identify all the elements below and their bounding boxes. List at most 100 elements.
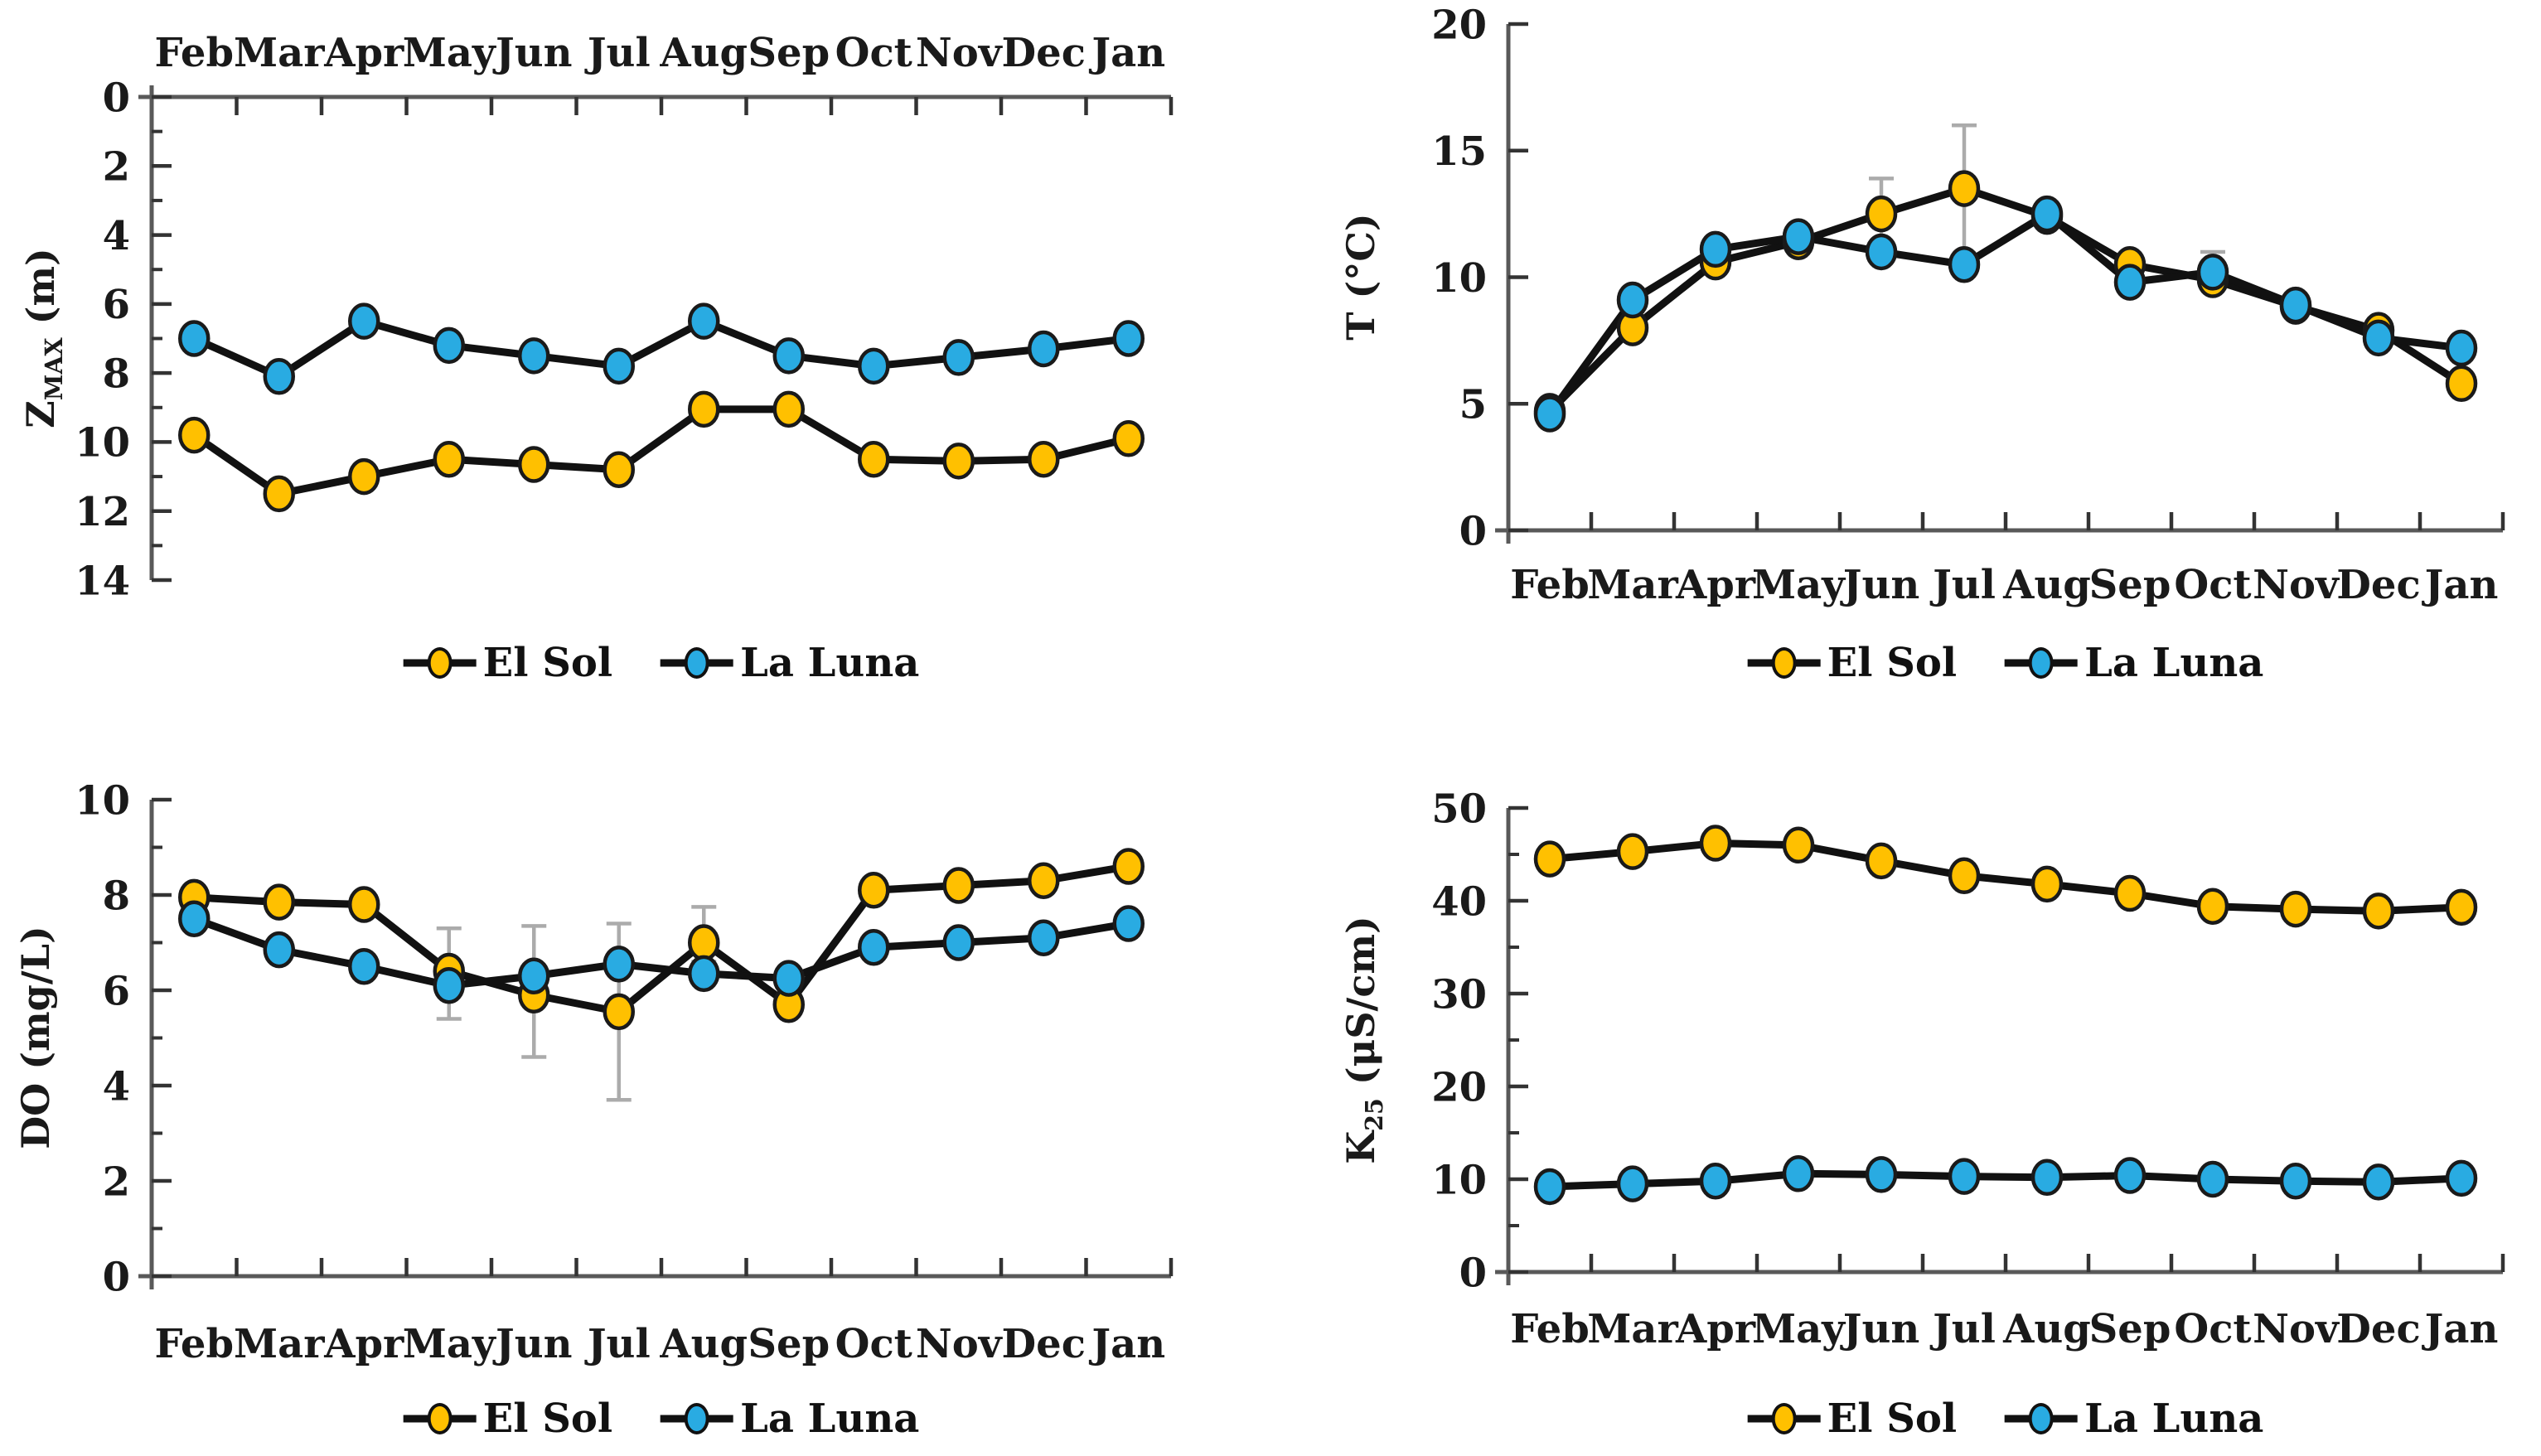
marker-la-luna: [178, 900, 211, 937]
month-label: Dec: [1002, 1321, 1086, 1367]
la-luna-dot-icon: [685, 647, 710, 679]
y-tick-label: 2: [103, 144, 130, 191]
month-label: Aug: [659, 30, 748, 76]
legend-label-la-luna: La Luna: [2084, 640, 2264, 686]
marker-el-sol: [2030, 865, 2064, 903]
month-label: May: [403, 1321, 497, 1367]
y-tick-label: 6: [103, 968, 130, 1014]
y-tick-label: 4: [103, 213, 130, 259]
marker-la-luna: [2445, 329, 2478, 367]
month-label: May: [1752, 562, 1846, 608]
month-label: Aug: [2002, 562, 2091, 608]
legend-item-el-sol: El Sol: [1747, 640, 1958, 686]
month-label: Nov: [916, 1321, 1004, 1367]
y-axis-title-main: Z: [17, 400, 63, 428]
marker-el-sol: [1112, 420, 1145, 457]
marker-el-sol: [1616, 833, 1649, 870]
month-label: May: [403, 30, 497, 76]
marker-la-luna: [1699, 230, 1732, 268]
month-label: Sep: [2089, 562, 2171, 608]
legend-label-el-sol: El Sol: [1827, 1396, 1958, 1442]
month-label: Oct: [835, 1321, 912, 1367]
marker-el-sol: [263, 475, 295, 513]
month-label: Oct: [835, 30, 912, 76]
y-axis-title-temperature: T (°C): [1338, 213, 1388, 340]
month-label: Jun: [492, 30, 573, 76]
marker-el-sol: [2196, 888, 2229, 925]
el-sol-marker-icon: [403, 644, 477, 682]
la-luna-marker-icon: [2005, 644, 2079, 682]
marker-el-sol: [1028, 862, 1060, 899]
month-label: Jun: [1840, 562, 1920, 608]
y-axis-title-sub: 25: [1360, 1098, 1389, 1131]
legend-item-el-sol: El Sol: [403, 1396, 612, 1442]
marker-la-luna: [1948, 245, 1981, 283]
marker-el-sol: [433, 441, 465, 478]
month-label: Oct: [2174, 1306, 2251, 1352]
el-sol-marker-icon: [403, 1400, 477, 1438]
legend-item-la-luna: La Luna: [2005, 1396, 2263, 1442]
y-tick-label: 0: [1459, 1250, 1487, 1296]
marker-la-luna: [2196, 1160, 2229, 1198]
marker-la-luna: [1533, 395, 1566, 433]
y-axis-title-unit: (mg/L): [12, 926, 58, 1083]
month-label: Apr: [323, 1321, 404, 1367]
legend-label-la-luna: La Luna: [740, 1396, 920, 1442]
marker-el-sol: [1782, 826, 1815, 864]
month-label: Nov: [2253, 1306, 2340, 1352]
legend-temperature: El Sol La Luna: [1747, 640, 2263, 686]
marker-la-luna: [348, 302, 380, 340]
series-line-el-sol: [1546, 185, 2466, 415]
y-axis-title-unit: (μS/cm): [1338, 916, 1383, 1099]
la-luna-marker-icon: [2005, 1400, 2079, 1438]
marker-la-luna: [1782, 218, 1815, 255]
el-sol-dot-icon: [1771, 647, 1797, 679]
marker-la-luna: [433, 967, 465, 1004]
marker-el-sol: [348, 457, 380, 496]
series-line-la-luna: [1546, 210, 2466, 418]
month-label: Jul: [1929, 562, 1996, 608]
marker-el-sol: [2445, 365, 2478, 403]
series-line-la-luna: [1546, 1169, 2466, 1191]
marker-la-luna: [2445, 1159, 2478, 1197]
month-label: May: [1752, 1306, 1846, 1352]
marker-el-sol: [1948, 170, 1981, 207]
legend-label-el-sol: El Sol: [1827, 640, 1958, 686]
month-label: Jul: [1929, 1306, 1996, 1352]
marker-la-luna: [2362, 1163, 2395, 1201]
marker-el-sol: [2113, 874, 2147, 912]
marker-la-luna: [1699, 1162, 1732, 1200]
y-tick-label: 0: [103, 1254, 130, 1300]
marker-la-luna: [942, 924, 975, 961]
month-label: Dec: [2336, 562, 2420, 608]
y-tick-label: 10: [1431, 1157, 1487, 1203]
chart-panel-zmax: 0 2 4 6 8 10 12 14 Feb Mar Apr May Jun Jul Aug Sep Oct No…: [0, 0, 1270, 729]
legend-item-la-luna: La Luna: [661, 1396, 919, 1442]
y-tick-label: 40: [1431, 878, 1487, 925]
marker-el-sol: [1865, 195, 1898, 233]
marker-el-sol: [688, 390, 720, 428]
legend-item-la-luna: La Luna: [2005, 640, 2263, 686]
marker-la-luna: [2113, 264, 2147, 301]
series-line-el-sol: [1546, 839, 2466, 915]
legend-do: El Sol La Luna: [403, 1396, 919, 1442]
y-tick-label: 10: [1431, 255, 1487, 302]
marker-la-luna: [263, 358, 295, 395]
marker-la-luna: [518, 957, 550, 994]
el-sol-dot-icon: [427, 647, 453, 679]
marker-la-luna: [2113, 1157, 2147, 1194]
month-label: Jan: [2422, 562, 2499, 608]
legend-item-la-luna: La Luna: [661, 640, 919, 686]
marker-el-sol: [2279, 890, 2312, 928]
marker-la-luna: [178, 320, 211, 357]
marker-la-luna: [858, 347, 890, 385]
month-label: Aug: [659, 1321, 748, 1367]
month-label: Jul: [584, 1321, 651, 1367]
marker-la-luna: [1112, 320, 1145, 357]
marker-la-luna: [688, 955, 720, 993]
marker-el-sol: [2362, 892, 2395, 930]
la-luna-dot-icon: [2029, 1403, 2055, 1434]
